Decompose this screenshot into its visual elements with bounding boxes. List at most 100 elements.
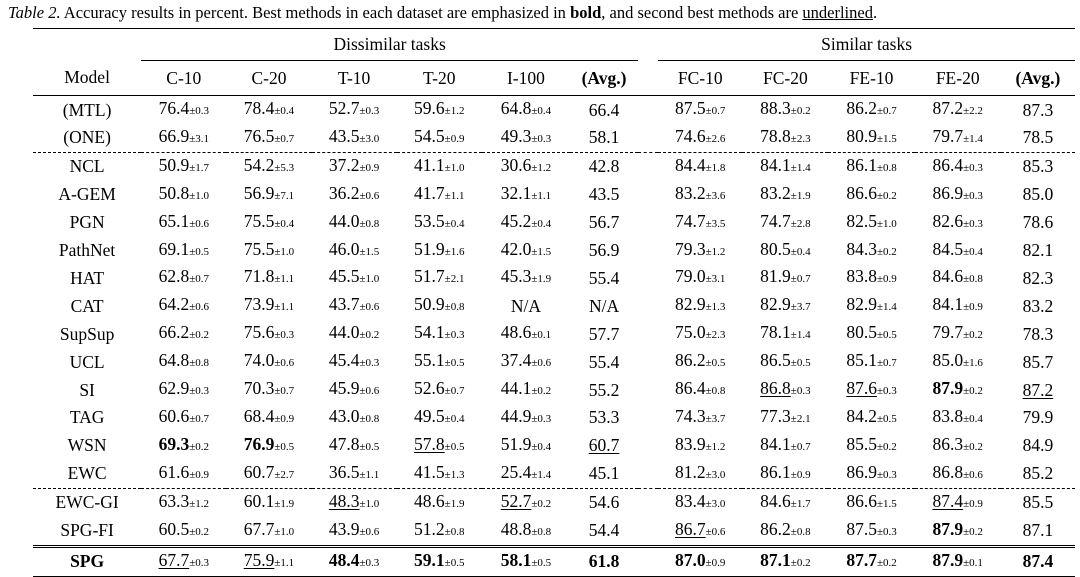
result-cell: 52.7±0.2 bbox=[481, 487, 570, 517]
col-header-fc10: FC-10 bbox=[677, 67, 723, 88]
result-value: 65.1 bbox=[158, 210, 190, 231]
result-cell: 86.1±0.9 bbox=[742, 460, 828, 488]
result-value: 48.4 bbox=[328, 549, 360, 570]
result-cell: 79.7±1.4 bbox=[915, 124, 1001, 152]
result-std: ±0.6 bbox=[359, 385, 380, 398]
result-value: 45.3 bbox=[500, 266, 532, 287]
result-std: ±0.2 bbox=[963, 385, 983, 398]
result-cell: 45.4±0.3 bbox=[312, 348, 397, 376]
result-value: 87.4 bbox=[932, 490, 964, 511]
result-cell: 84.5±0.4 bbox=[915, 237, 1001, 265]
result-value: 85.1 bbox=[846, 350, 877, 371]
result-cell: 43.5 bbox=[570, 181, 638, 209]
result-value: 32.1 bbox=[500, 182, 532, 203]
result-std: ±3.0 bbox=[705, 468, 726, 481]
result-value: 84.3 bbox=[846, 238, 877, 259]
result-value: 86.1 bbox=[760, 461, 791, 482]
result-std: ±5.3 bbox=[274, 161, 295, 174]
table-row: WSN 69.3±0.2 76.9±0.5 47.8±0.5 57.8±0.5 51.9±… bbox=[33, 432, 1075, 460]
result-cell: 61.8 bbox=[569, 544, 639, 577]
result-cell: 69.1±0.5 bbox=[141, 237, 226, 265]
result-cell: 76.4±0.3 bbox=[141, 94, 227, 124]
result-value: 86.7 bbox=[675, 518, 706, 539]
result-cell: 54.5±0.9 bbox=[397, 124, 482, 152]
col-header-fe10: FE-10 bbox=[849, 67, 894, 88]
result-value: 87.4 bbox=[1022, 551, 1054, 572]
result-cell: 52.6±0.7 bbox=[397, 376, 482, 404]
model-name-cell: PGN bbox=[69, 212, 105, 233]
result-std: ±0.4 bbox=[963, 245, 983, 258]
result-std: ±1.1 bbox=[274, 273, 295, 286]
result-cell: 77.3±2.1 bbox=[742, 404, 828, 432]
result-std: ±2.1 bbox=[444, 273, 465, 286]
result-cell: 57.7 bbox=[570, 320, 638, 348]
result-value: 75.6 bbox=[243, 322, 275, 343]
result-std: ±1.6 bbox=[444, 245, 465, 258]
result-std: ±0.5 bbox=[444, 357, 465, 370]
result-cell: 86.4±0.3 bbox=[914, 151, 1001, 181]
result-std: ±7.1 bbox=[274, 189, 295, 202]
result-cell: 74.7±3.5 bbox=[658, 209, 742, 237]
result-std: ±1.2 bbox=[705, 245, 726, 258]
caption-text: Accuracy results in percent. Best method… bbox=[60, 3, 571, 22]
table-row: HAT 62.8±0.7 71.8±1.1 45.5±1.0 51.7±2.1 45.3±… bbox=[33, 264, 1075, 292]
result-cell: 83.4±3.0 bbox=[658, 487, 743, 517]
result-value: 87.2 bbox=[932, 98, 964, 118]
result-cell: 49.5±0.4 bbox=[397, 404, 482, 432]
model-name-cell: EWC-GI bbox=[33, 487, 142, 517]
result-std: ±1.3 bbox=[705, 301, 726, 314]
result-cell: 55.4 bbox=[570, 348, 638, 376]
result-std: ±0.6 bbox=[963, 468, 983, 481]
result-std: ±1.9 bbox=[274, 497, 295, 510]
result-std: ±3.7 bbox=[705, 412, 726, 425]
column-gap bbox=[638, 151, 659, 181]
result-std: ±0.2 bbox=[790, 556, 811, 569]
result-std: ±0.9 bbox=[963, 497, 983, 510]
result-value: 43.0 bbox=[328, 405, 360, 426]
table-row: EWC-GI 63.3±1.2 60.1±1.9 48.3±1.0 48.6±1.9 52… bbox=[33, 487, 1075, 517]
result-value: 42.8 bbox=[588, 156, 620, 177]
result-cell: 85.1±0.7 bbox=[828, 348, 914, 376]
result-cell: N/A bbox=[482, 292, 570, 320]
result-cell: 78.1±1.4 bbox=[742, 320, 828, 348]
result-std: ±0.5 bbox=[531, 556, 552, 569]
result-value: 82.3 bbox=[1022, 267, 1054, 288]
result-value: 46.0 bbox=[328, 238, 360, 259]
result-std: ±3.6 bbox=[705, 189, 726, 202]
caption-label: Table 2. bbox=[8, 3, 61, 22]
result-cell: 25.4±1.4 bbox=[482, 460, 570, 488]
result-value: 85.0 bbox=[932, 350, 964, 371]
result-value: 64.2 bbox=[158, 294, 190, 315]
result-value: 84.2 bbox=[846, 405, 877, 426]
model-name-cell: SPG-FI bbox=[60, 520, 114, 541]
result-std: ±0.2 bbox=[359, 329, 380, 342]
result-std: ±0.6 bbox=[359, 301, 380, 314]
result-value: 75.5 bbox=[243, 238, 275, 259]
result-cell: 86.5±0.5 bbox=[742, 348, 828, 376]
result-value: 78.6 bbox=[1022, 212, 1054, 233]
result-cell: 87.1±0.2 bbox=[742, 544, 829, 577]
result-std: ±0.2 bbox=[790, 105, 811, 117]
model-name-cell: (MTL) bbox=[33, 94, 142, 124]
table-row: A-GEM 50.8±1.0 56.9±7.1 36.2±0.6 41.7±1.1 32.… bbox=[33, 181, 1075, 209]
result-std: ±0.3 bbox=[359, 105, 380, 117]
result-value: 50.9 bbox=[158, 154, 190, 175]
result-value: 83.2 bbox=[1022, 295, 1054, 316]
result-value: 61.8 bbox=[588, 551, 620, 572]
result-value: 53.5 bbox=[414, 210, 445, 231]
result-value: 84.1 bbox=[932, 294, 964, 315]
result-std: ±0.3 bbox=[876, 525, 897, 538]
result-cell: 86.4±0.8 bbox=[658, 376, 742, 404]
result-value: 69.1 bbox=[158, 238, 190, 259]
result-value: 85.2 bbox=[1022, 463, 1054, 484]
result-cell: 43.0±0.8 bbox=[312, 404, 397, 432]
result-value: 56.9 bbox=[243, 182, 275, 203]
result-std: ±3.1 bbox=[705, 273, 726, 286]
table-row: (MTL) 76.4±0.3 78.4±0.4 52.7±0.3 59.6±1.2 64.… bbox=[33, 94, 1075, 124]
result-value: 87.3 bbox=[1022, 99, 1054, 120]
result-cell: 60.1±1.9 bbox=[226, 487, 312, 517]
result-cell: 86.1±0.8 bbox=[828, 151, 915, 181]
result-value: 83.9 bbox=[675, 433, 706, 454]
result-std: ±0.7 bbox=[790, 273, 811, 286]
result-std: ±0.3 bbox=[189, 105, 209, 117]
